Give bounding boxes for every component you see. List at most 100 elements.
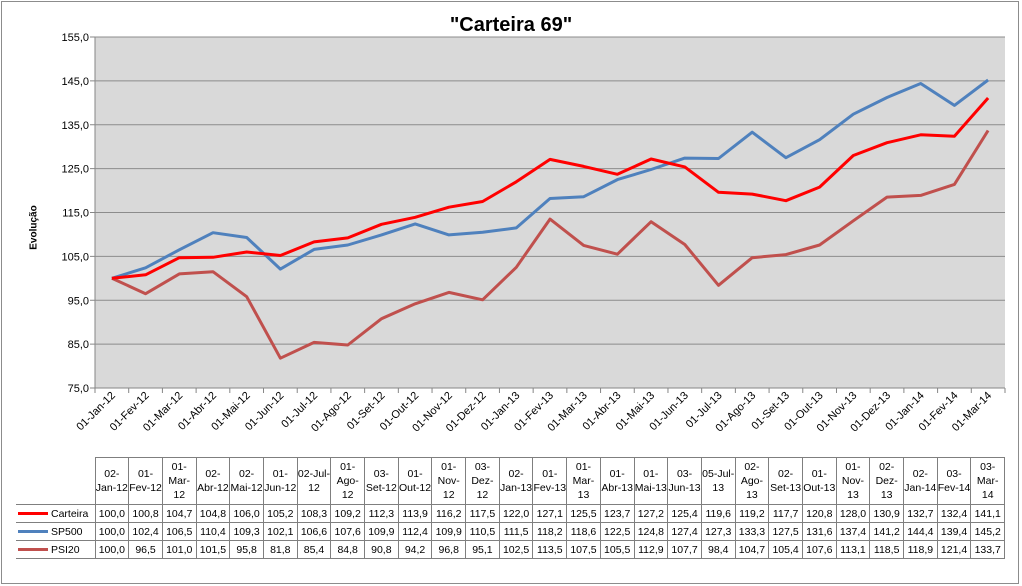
y-tick-label: 155,0 — [61, 32, 89, 44]
table-cell: 111,5 — [498, 522, 534, 541]
data-table: 02-Jan-12 01-Fev-12 01-Mar-12 02-Abr-12 02-M… — [16, 457, 1006, 559]
table-cell: 98,4 — [700, 540, 736, 559]
table-cell: 113,9 — [397, 504, 433, 523]
table-cell: 100,0 — [94, 504, 130, 523]
table-header-cell: 01-Fev-13 — [532, 457, 568, 505]
table-cell: 101,5 — [195, 540, 231, 559]
table-cell: 108,3 — [296, 504, 332, 523]
table-header-cell: 01-Jun-12 — [262, 457, 298, 505]
table-header-cell: 02-Jul-12 — [296, 457, 332, 505]
table-row: Carteira 100,0 100,8 104,7 104,8 106,0 105,2 10… — [16, 504, 1006, 523]
table-cell: 100,0 — [94, 540, 130, 559]
table-cell: 127,3 — [700, 522, 736, 541]
series-line-sp500 — [111, 78, 990, 280]
table-header-cell: 01-Ago-12 — [330, 457, 365, 505]
table-header-cell: 03-Jun-13 — [667, 457, 702, 505]
table-cell: 102,4 — [128, 522, 163, 541]
table-corner — [16, 458, 95, 505]
table-header-cell: 02-Jan-12 — [94, 457, 130, 505]
table-cell: 133,3 — [734, 522, 770, 541]
table-header-cell: 02-Jan-13 — [498, 457, 534, 505]
chart-title: "Carteira 69" — [449, 14, 573, 36]
table-cell: 112,3 — [364, 504, 399, 523]
legend-entry: SP500 — [16, 522, 96, 541]
table-cell: 109,2 — [330, 504, 365, 523]
table-cell: 141,1 — [970, 504, 1006, 523]
table-header-cell: 01-Mar-13 — [566, 457, 601, 505]
table-cell: 101,0 — [161, 540, 197, 559]
table-header-cell: 01-Mar-12 — [161, 457, 197, 505]
legend-entry: Carteira — [16, 504, 96, 523]
table-header-cell: 02-Mai-12 — [229, 457, 264, 505]
table-cell: 110,4 — [195, 522, 231, 541]
table-cell: 109,3 — [229, 522, 264, 541]
table-cell: 107,6 — [801, 540, 837, 559]
table-cell: 106,0 — [229, 504, 264, 523]
line-chart: 75,0 85,0 95,0 105,0 115,0 125,0 135,0 145,0 155… — [61, 32, 1006, 434]
table-cell: 105,2 — [262, 504, 298, 523]
table-cell: 95,8 — [229, 540, 264, 559]
table-header-cell: 02-Dez-13 — [869, 457, 904, 505]
table-cell: 94,2 — [397, 540, 433, 559]
table-cell: 118,5 — [869, 540, 904, 559]
table-cell: 105,5 — [599, 540, 635, 559]
table-header-cell: 03-Mar-14 — [970, 457, 1006, 505]
legend-entry: PSI20 — [16, 540, 96, 559]
table-cell: 125,5 — [566, 504, 601, 523]
table-cell: 144,4 — [903, 522, 938, 541]
table-cell: 81,8 — [262, 540, 298, 559]
table-header-cell: 01-Out-12 — [397, 457, 433, 505]
table-cell: 145,2 — [970, 522, 1006, 541]
table-cell: 128,0 — [835, 504, 871, 523]
table-cell: 109,9 — [431, 522, 467, 541]
table-cell: 118,2 — [532, 522, 568, 541]
table-cell: 105,4 — [768, 540, 803, 559]
table-cell: 124,8 — [633, 522, 669, 541]
table-cell: 133,7 — [970, 540, 1006, 559]
y-tick-label: 105,0 — [61, 251, 89, 263]
table-header-cell: 01-Mai-13 — [633, 457, 669, 505]
table-header-cell: 01-Abr-13 — [599, 457, 635, 505]
table-cell: 84,8 — [330, 540, 365, 559]
table-cell: 116,2 — [431, 504, 467, 523]
table-cell: 90,8 — [364, 540, 399, 559]
table-cell: 104,7 — [734, 540, 770, 559]
y-tick-label: 135,0 — [61, 120, 89, 132]
table-cell: 104,8 — [195, 504, 231, 523]
table-cell: 113,5 — [532, 540, 568, 559]
table-header-cell: 02-Jan-14 — [903, 457, 938, 505]
table-cell: 132,7 — [903, 504, 938, 523]
y-tick-label: 115,0 — [62, 208, 89, 220]
table-cell: 120,8 — [801, 504, 837, 523]
table-cell: 117,5 — [465, 504, 500, 523]
table-row: SP500 100,0 102,4 106,5 110,4 109,3 102,1 106,6… — [16, 522, 1006, 541]
table-cell: 95,1 — [465, 540, 500, 559]
table-cell: 102,5 — [498, 540, 534, 559]
table-cell: 112,4 — [397, 522, 433, 541]
table-cell: 132,4 — [936, 504, 972, 523]
table-header-cell: 03-Set-12 — [364, 457, 399, 505]
table-cell: 110,5 — [465, 522, 500, 541]
table-cell: 119,2 — [734, 504, 770, 523]
table-cell: 96,5 — [128, 540, 163, 559]
table-header-cell: 03-Fev-14 — [936, 457, 972, 505]
table-cell: 109,9 — [364, 522, 399, 541]
table-cell: 127,4 — [667, 522, 702, 541]
series-line-carteira — [111, 97, 990, 280]
table-cell: 100,0 — [94, 522, 130, 541]
table-header-cell: 01-Out-13 — [801, 457, 837, 505]
y-tick-label: 145,0 — [61, 76, 89, 88]
table-header-cell: 02-Set-13 — [768, 457, 803, 505]
table-header-cell: 02-Abr-12 — [195, 457, 231, 505]
table-cell: 117,7 — [768, 504, 803, 523]
table-cell: 122,0 — [498, 504, 534, 523]
table-header-cell: 01-Fev-12 — [128, 457, 163, 505]
table-cell: 122,5 — [599, 522, 635, 541]
table-cell: 107,7 — [667, 540, 702, 559]
table-cell: 141,2 — [869, 522, 904, 541]
table-cell: 96,8 — [431, 540, 467, 559]
table-cell: 104,7 — [161, 504, 197, 523]
table-header-cell: 02-Ago-13 — [734, 457, 770, 505]
table-header-cell: 01-Nov-12 — [431, 457, 467, 505]
